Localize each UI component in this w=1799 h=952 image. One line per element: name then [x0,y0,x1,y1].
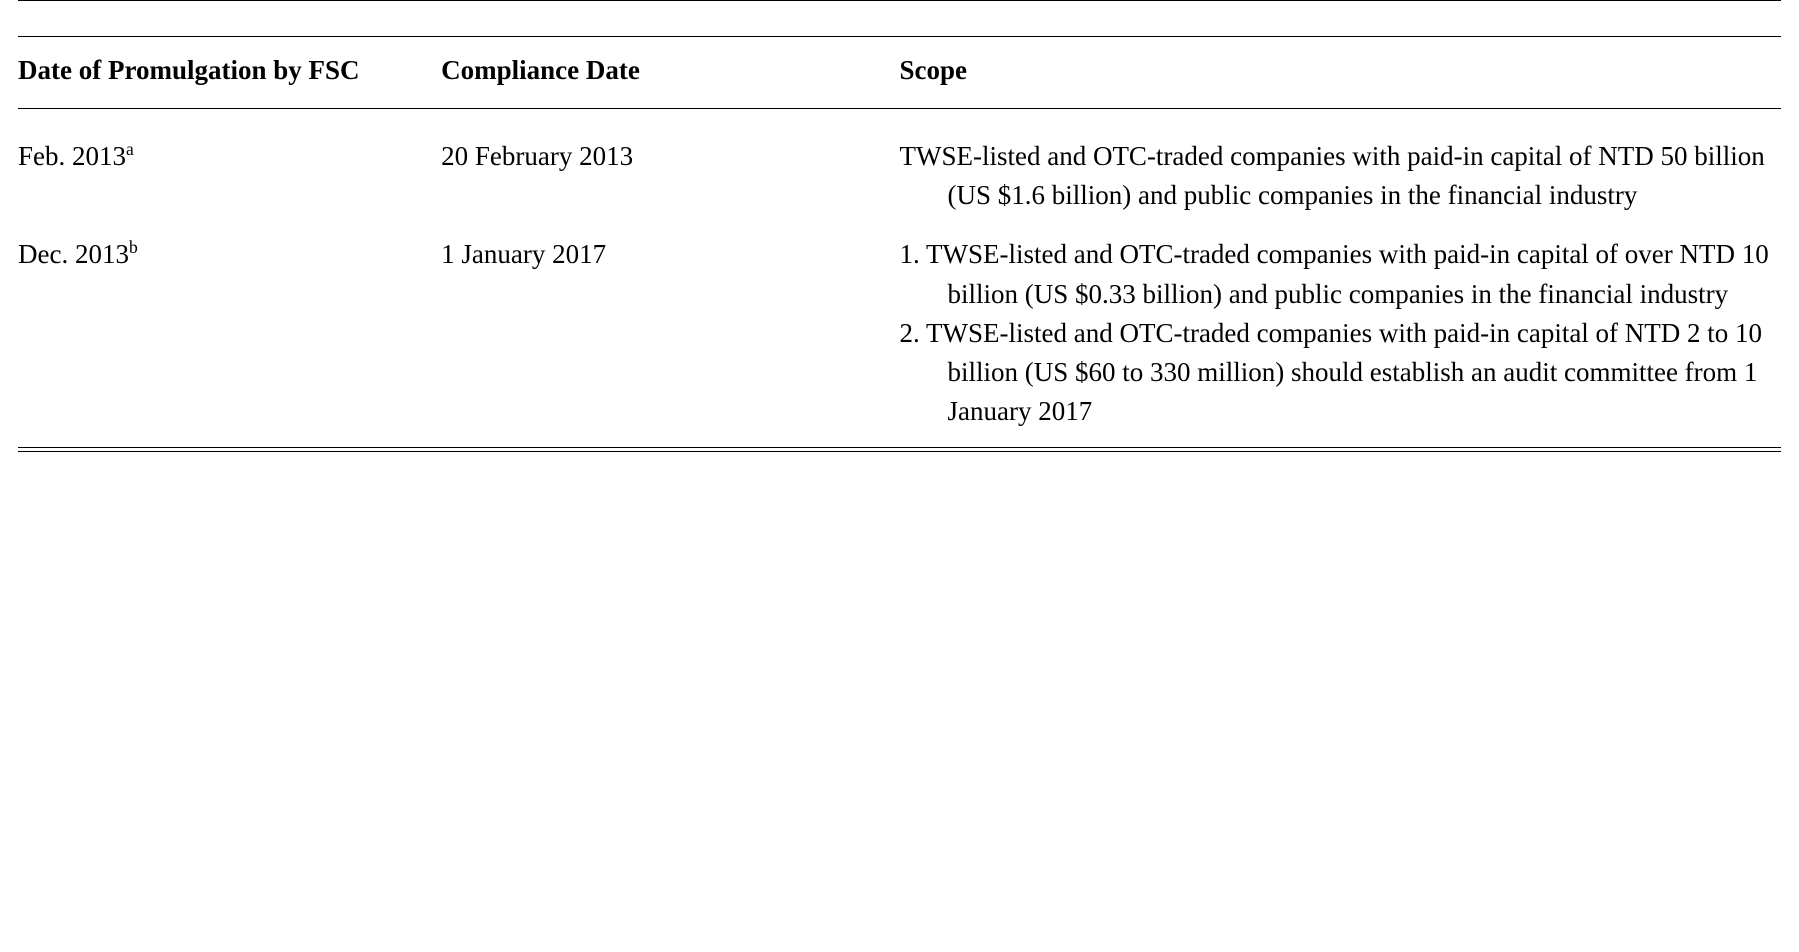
scope-text: TWSE-listed and OTC-traded com­panies wi… [899,137,1771,215]
date-footnote-marker: b [129,237,138,257]
bottom-rule-outer [18,448,1781,452]
cell-date: Dec. 2013b [18,215,441,431]
top-rule-outer [18,1,1781,37]
table-row: Dec. 2013b 1 January 2017 1.TWSE-listed … [18,215,1781,431]
date-text: Feb. 2013 [18,141,126,171]
date-text: Dec. 2013 [18,239,129,269]
date-footnote-marker: a [126,139,134,159]
header-compliance: Compliance Date [441,37,899,109]
page: Date of Promulgation by FSC Compliance D… [0,0,1799,470]
header-scope: Scope [899,37,1781,109]
header-date: Date of Promulgation by FSC [18,37,441,109]
header-row: Date of Promulgation by FSC Compliance D… [18,37,1781,109]
cell-scope: TWSE-listed and OTC-traded com­panies wi… [899,109,1781,216]
list-number: 2. [899,318,926,348]
cell-date: Feb. 2013a [18,109,441,216]
regulation-table: Date of Promulgation by FSC Compliance D… [18,0,1781,452]
list-text: TWSE-listed and OTC-traded com­panies wi… [926,239,1769,308]
table-row: Feb. 2013a 20 February 2013 TWSE-listed … [18,109,1781,216]
scope-list-item: 2.TWSE-listed and OTC-traded com­panies … [899,314,1771,431]
cell-compliance: 1 January 2017 [441,215,899,431]
bottom-rule-inner [18,431,1781,448]
scope-list-item: 1.TWSE-listed and OTC-traded com­panies … [899,235,1771,313]
cell-compliance: 20 February 2013 [441,109,899,216]
list-text: TWSE-listed and OTC-traded com­panies wi… [926,318,1762,426]
table-body: Feb. 2013a 20 February 2013 TWSE-listed … [18,109,1781,452]
cell-scope: 1.TWSE-listed and OTC-traded com­panies … [899,215,1781,431]
list-number: 1. [899,239,926,269]
